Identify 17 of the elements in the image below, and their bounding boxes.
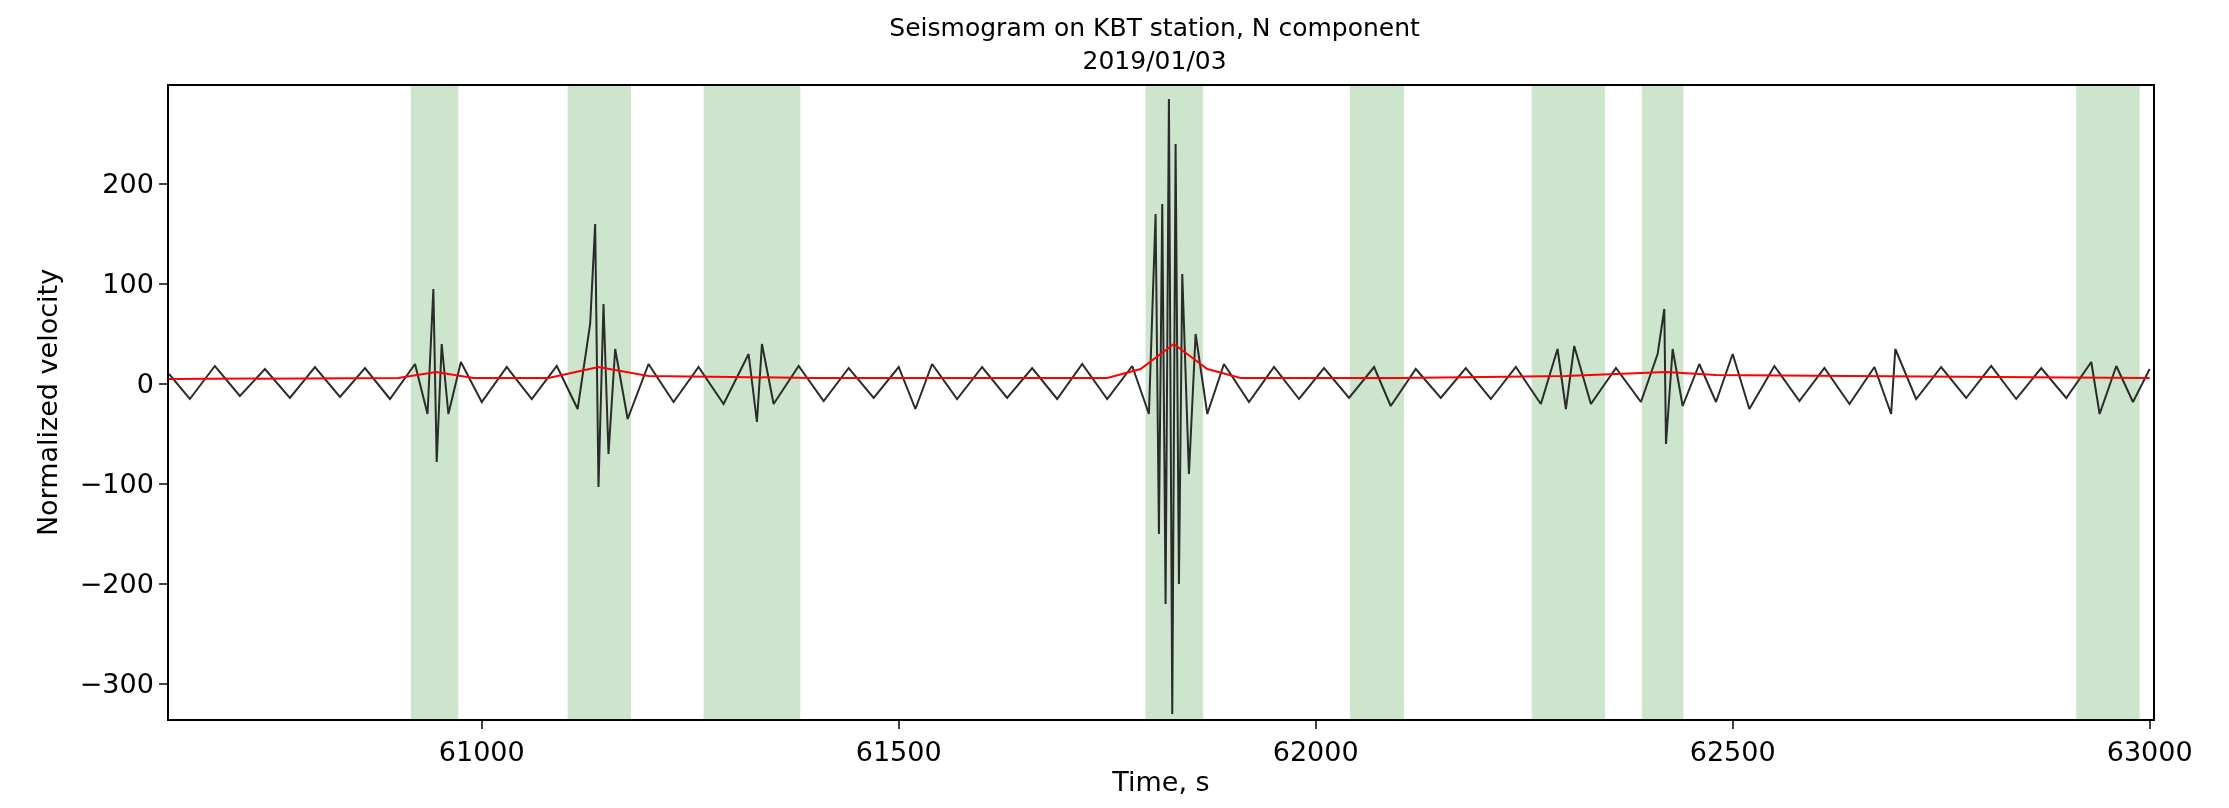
y-tick-label: −100 — [79, 468, 154, 500]
y-axis-title: Normalized velocity — [32, 268, 64, 537]
y-tick-label: 200 — [102, 168, 154, 200]
x-axis-title: Time, s — [1111, 766, 1210, 798]
y-tick-label: −300 — [79, 668, 154, 700]
y-tick-label: 100 — [102, 268, 154, 300]
y-tick-label: 0 — [136, 368, 154, 400]
line-series — [169, 98, 2151, 715]
chart-title: Seismogram on KBT station, N component — [889, 13, 1421, 43]
line-series — [169, 343, 2151, 380]
x-tick-label: 61000 — [438, 736, 525, 768]
y-tick-label: −200 — [79, 568, 154, 600]
chart-subtitle: 2019/01/03 — [1082, 45, 1227, 75]
x-tick-label: 62000 — [1272, 736, 1359, 768]
x-tick-label: 62500 — [1689, 736, 1776, 768]
x-tick-label: 63000 — [2106, 736, 2193, 768]
x-tick-label: 61500 — [855, 736, 942, 768]
